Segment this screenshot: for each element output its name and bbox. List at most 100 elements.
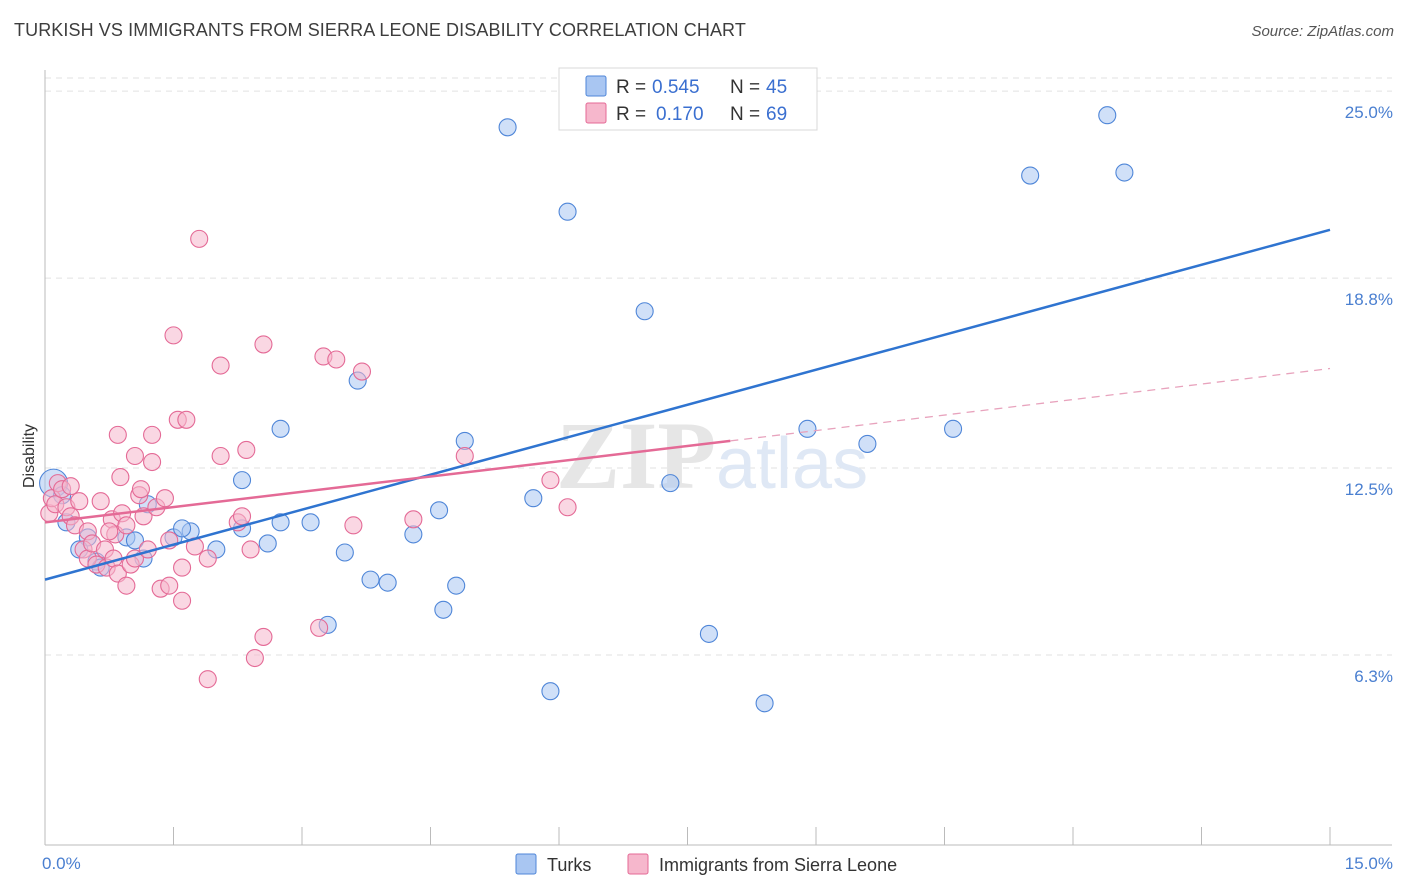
turks-point (447, 576, 466, 595)
sierra-leone-point (100, 522, 119, 541)
legend-n-label-sierra-leone: N = (730, 104, 760, 125)
y-tick-label: 18.8% (1345, 290, 1393, 309)
sierra-leone-point (211, 446, 230, 466)
sierra-leone-point (91, 492, 110, 511)
turks-point (361, 570, 380, 589)
turks-point (1021, 166, 1040, 185)
turks-point (455, 431, 474, 450)
turks-point (661, 474, 680, 493)
turks-point (335, 543, 354, 562)
legend-n-label-turks: N = (730, 77, 760, 98)
sierra-leone-point (160, 576, 179, 595)
sierra-leone-point (61, 477, 80, 496)
series-legend-label-sierra-leone: Immigrants from Sierra Leone (659, 855, 897, 875)
turks-point (755, 694, 774, 713)
sierra-leone-point (404, 510, 423, 529)
turks-point (798, 419, 817, 438)
legend-n-value-sierra-leone: 69 (766, 104, 787, 125)
turks-point (498, 118, 517, 137)
x-tick-label: 15.0% (1345, 854, 1393, 873)
stats-legend: R = 0.545 N = 45 R = 0.170 N = 69 (558, 67, 818, 131)
sierra-leone-point (558, 498, 577, 517)
turks-point (378, 573, 397, 592)
turks-point (430, 501, 449, 520)
sierra-leone-point (173, 558, 192, 577)
x-tick-label: 0.0% (42, 854, 81, 873)
turks-trend-line (44, 228, 1331, 581)
sierra-leone-point (352, 362, 372, 381)
turks-point (944, 419, 963, 438)
turks-point (125, 531, 144, 550)
sierra-leone-point (344, 516, 363, 535)
series-legend-swatch-turks (515, 853, 537, 875)
axes (44, 70, 1392, 846)
sierra-leone-point (198, 670, 217, 689)
watermark-atlas: atlas (716, 424, 868, 504)
data-points (39, 106, 1134, 713)
sierra-leone-point (173, 591, 192, 610)
turks-point (541, 682, 560, 701)
series-legend-label-turks: Turks (547, 855, 591, 875)
sierra-leone-point (143, 425, 162, 444)
legend-swatch-sierra-leone (585, 102, 607, 124)
trend-lines (44, 228, 1331, 581)
sierra-leone-point (190, 229, 209, 248)
sierra-leone-point (117, 576, 136, 595)
sierra-leone-point (70, 492, 89, 511)
sierra-leone-point (232, 507, 252, 526)
sierra-leone-point (327, 350, 346, 369)
legend-r-value-sierra-leone: 0.170 (656, 104, 704, 125)
y-tick-label: 6.3% (1354, 667, 1393, 686)
sierra-leone-point (211, 356, 230, 375)
legend-r-value-turks: 0.545 (652, 77, 700, 98)
watermark: ZIP atlas (556, 402, 868, 509)
turks-point (635, 302, 654, 321)
turks-point (404, 525, 423, 544)
source-label: Source: ZipAtlas.com (1251, 23, 1394, 40)
sierra-leone-point (155, 489, 174, 508)
series-legend: Turks Immigrants from Sierra Leone (515, 853, 897, 875)
sierra-leone-point (111, 468, 130, 487)
series-legend-swatch-sierra-leone (627, 853, 649, 875)
sierra-leone-point (131, 480, 150, 499)
turks-point (301, 513, 320, 532)
turks-point (173, 519, 192, 538)
sierra-leone-point (143, 452, 162, 472)
sierra-leone-point (455, 446, 474, 466)
sierra-leone-point (541, 471, 560, 490)
y-tick-label: 25.0% (1345, 103, 1393, 122)
turks-point (558, 202, 577, 221)
sierra-leone-point (198, 549, 217, 568)
sierra-leone-point (254, 335, 273, 354)
sierra-leone-point (177, 410, 196, 429)
y-axis-label: Disability (21, 424, 38, 488)
legend-r-label-sierra-leone: R = (616, 104, 646, 125)
legend-r-label-turks: R = (616, 77, 646, 98)
sierra-leone-trend-extension (730, 367, 1331, 442)
sierra-leone-point (125, 446, 144, 466)
tick-labels: 6.3% 12.5% 18.8% 25.0% 0.0% 15.0% (42, 103, 1393, 873)
turks-point (1098, 106, 1117, 125)
turks-point (232, 471, 252, 490)
sierra-leone-point (241, 540, 260, 559)
turks-point (699, 624, 718, 643)
chart-title: TURKISH VS IMMIGRANTS FROM SIERRA LEONE … (14, 20, 746, 40)
sierra-leone-point (254, 627, 273, 646)
turks-point (1115, 163, 1134, 182)
sierra-leone-point (245, 648, 264, 668)
sierra-leone-point (117, 516, 136, 535)
sierra-leone-point (237, 440, 256, 460)
sierra-leone-point (164, 326, 183, 345)
legend-n-value-turks: 45 (766, 77, 787, 98)
turks-point (271, 513, 290, 532)
turks-point (858, 434, 877, 453)
turks-point (271, 419, 290, 438)
grid (45, 77, 1392, 656)
y-tick-label: 12.5% (1345, 480, 1393, 499)
sierra-leone-point (108, 425, 127, 444)
sierra-leone-trend-line (44, 439, 731, 524)
turks-point (524, 489, 543, 508)
turks-point (258, 534, 277, 553)
turks-point (434, 600, 453, 619)
